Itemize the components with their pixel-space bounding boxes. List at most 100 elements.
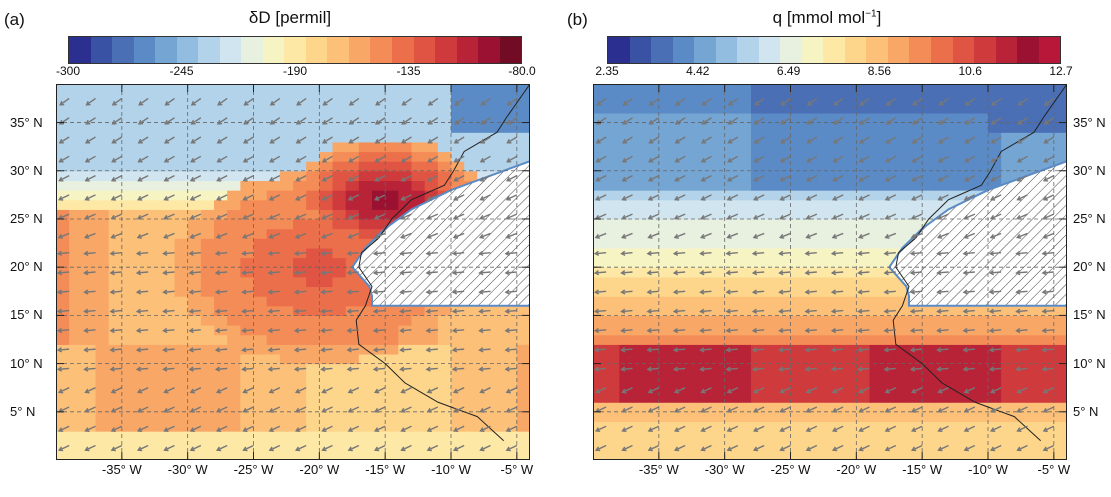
wind-arrow — [58, 271, 70, 274]
wind-arrow — [481, 97, 491, 106]
field-cell — [437, 363, 452, 374]
wind-arrow — [675, 174, 686, 182]
wind-arrow-head — [752, 407, 759, 413]
wind-arrow — [217, 117, 228, 125]
field-cell — [764, 190, 778, 201]
latitude-label: 30° N — [10, 162, 43, 178]
field-cell — [803, 373, 818, 384]
field-cell — [843, 382, 857, 394]
field-cell — [685, 180, 699, 191]
field-cell — [187, 112, 202, 124]
colorbar-tick-label: 6.49 — [776, 64, 801, 78]
field-cell — [751, 180, 765, 191]
field-cell — [398, 392, 413, 403]
field-cell — [816, 363, 831, 374]
field-cell — [240, 238, 255, 249]
field-cell — [464, 382, 478, 394]
field-cell — [935, 170, 950, 182]
field-cell — [477, 373, 492, 384]
wind-arrow-head — [778, 270, 784, 276]
wind-arrow-head — [452, 233, 458, 239]
wind-arrow-head — [858, 176, 864, 182]
field-cell — [685, 392, 699, 403]
field-cell — [830, 402, 844, 413]
field-cell — [95, 170, 110, 182]
field-cell — [619, 382, 634, 394]
wind-arrow — [374, 194, 386, 201]
wind-arrow-head — [751, 308, 758, 314]
field-cell — [882, 411, 897, 423]
field-cell — [1014, 103, 1029, 114]
wind-arrow — [990, 252, 1002, 255]
wind-arrow-head — [832, 138, 838, 144]
field-cell — [1014, 84, 1029, 95]
field-cell — [619, 209, 634, 220]
field-cell — [411, 122, 426, 133]
field-cell — [161, 315, 176, 326]
field-cell — [895, 392, 910, 403]
field-cell — [424, 84, 439, 95]
wind-arrow — [322, 136, 333, 144]
field-cell — [1027, 431, 1042, 442]
field-cell — [606, 353, 620, 365]
wind-arrow-head — [937, 138, 944, 144]
field-cell — [372, 431, 386, 442]
wind-arrow — [701, 232, 712, 239]
wind-arrow — [505, 252, 517, 255]
wind-arrow-head — [84, 138, 91, 144]
wind-arrow-head — [830, 308, 837, 314]
wind-arrow-head — [189, 176, 196, 182]
wind-arrow — [648, 232, 660, 239]
field-cell — [135, 440, 149, 451]
wind-arrow-head — [832, 157, 838, 163]
field-cell — [56, 132, 70, 143]
field-cell — [95, 421, 110, 432]
field-cell — [948, 141, 963, 153]
field-cell — [82, 353, 97, 365]
wind-arrow — [137, 425, 149, 432]
field-cell — [161, 112, 176, 124]
field-cell — [148, 122, 162, 133]
wind-arrow-head — [1016, 388, 1022, 394]
field-cell — [895, 382, 910, 394]
wind-arrow — [1042, 290, 1054, 293]
field-cell — [843, 373, 857, 384]
wind-arrow — [806, 425, 818, 432]
field-cell — [882, 112, 897, 124]
field-cell — [345, 334, 360, 345]
field-cell — [385, 392, 399, 403]
wind-arrow — [401, 194, 412, 201]
field-cell — [1014, 411, 1029, 423]
field-cell — [187, 84, 202, 95]
field-cell — [82, 373, 97, 384]
field-cell — [830, 199, 844, 210]
wind-arrow-head — [162, 347, 168, 353]
wind-arrow — [190, 174, 202, 182]
wind-arrow — [59, 97, 70, 106]
field-cell — [135, 238, 149, 249]
field-cell — [764, 151, 778, 162]
field-cell — [266, 411, 281, 423]
field-cell — [240, 373, 255, 384]
field-cell — [214, 382, 228, 394]
field-cell — [606, 276, 620, 288]
field-cell — [606, 382, 620, 394]
field-cell — [1027, 382, 1042, 394]
field-cell — [253, 209, 268, 220]
field-cell — [332, 373, 347, 384]
wind-arrow — [753, 309, 765, 313]
field-cell — [135, 276, 149, 288]
field-cell — [411, 334, 426, 345]
field-cell — [737, 315, 752, 326]
wind-arrow — [427, 425, 439, 432]
wind-arrow-head — [373, 233, 379, 239]
wind-arrow — [965, 136, 976, 144]
field-cell — [843, 93, 857, 104]
field-cell — [724, 450, 739, 460]
field-cell — [345, 238, 360, 249]
wind-arrow — [833, 97, 844, 106]
wind-arrow-head — [937, 446, 943, 452]
field-cell — [69, 141, 83, 153]
wind-arrow — [111, 213, 123, 220]
wind-arrow-head — [672, 270, 679, 276]
